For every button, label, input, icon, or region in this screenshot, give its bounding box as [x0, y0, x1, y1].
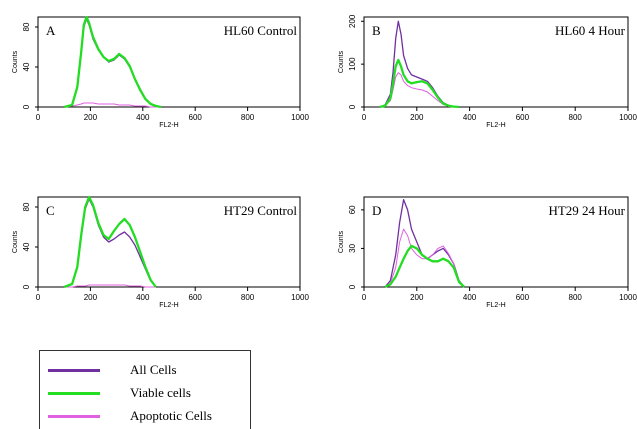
panel-b-x-tick-label-600: 600 — [516, 113, 530, 122]
panel-d-letter: D — [372, 203, 381, 218]
panel-d-x-tick-label-0: 0 — [362, 293, 367, 302]
panel-c-series-all-cells — [63, 198, 157, 288]
legend-label-apoptotic-cells: Apoptotic Cells — [130, 408, 212, 423]
panel-c-x-tick-label-200: 200 — [84, 293, 98, 302]
panel-a-y-tick-label-40: 40 — [22, 62, 31, 71]
legend-item-apoptotic-cells: Apoptotic Cells — [40, 407, 250, 425]
panel-a-plot-frame — [37, 16, 301, 108]
panel-d: 0 200 400 600 800 1000 FL2-H 0 30 60 Counts D HT29 2… — [338, 196, 637, 309]
panel-c-y-tick-label-80: 80 — [22, 202, 31, 211]
panel-a-x-tick-label-600: 600 — [189, 113, 203, 122]
panel-b-letter: B — [372, 23, 381, 38]
panel-c-x-axis-label: FL2-H — [159, 302, 178, 309]
panel-c: 0 200 400 600 800 1000 FL2-H 0 40 80 Counts C HT29 C… — [12, 195, 309, 309]
panel-c-x-tick-label-0: 0 — [36, 293, 41, 302]
legend: All Cells Viable cells Apoptotic Cells — [39, 350, 251, 429]
panel-c-y-tick-label-40: 40 — [22, 242, 31, 251]
panel-a: 0 200 400 600 800 1000 FL2-H 0 40 80 Counts A HL60 C… — [12, 15, 309, 129]
panel-b-x-tick-label-200: 200 — [410, 113, 424, 122]
panel-a-x-tick-label-200: 200 — [84, 113, 98, 122]
panel-a-series-all-cells — [64, 18, 162, 108]
panel-c-y-axis-label: Counts — [12, 230, 19, 253]
panel-b-y-tick-label-0: 0 — [348, 104, 357, 109]
legend-swatch-all-cells — [48, 369, 100, 372]
panel-c-title: HT29 Control — [224, 203, 298, 218]
panel-a-letter: A — [46, 23, 56, 38]
panel-a-x-tick-label-0: 0 — [36, 113, 41, 122]
panel-d-series-viable-cells — [384, 244, 466, 289]
panel-d-y-tick-label-60: 60 — [348, 205, 357, 214]
legend-item-all-cells: All Cells — [40, 361, 250, 379]
panel-a-x-axis-label: FL2-H — [159, 122, 178, 129]
panel-b-series-viable-cells — [379, 58, 460, 109]
legend-swatch-apoptotic-cells — [48, 415, 100, 418]
panel-d-y-axis-label: Counts — [338, 230, 345, 253]
panel-c-x-tick-label-600: 600 — [189, 293, 203, 302]
panel-d-title: HT29 24 Hour — [548, 203, 625, 218]
panel-c-letter: C — [46, 203, 55, 218]
panel-d-x-axis-label: FL2-H — [486, 302, 505, 309]
panel-d-plot-frame — [363, 196, 629, 288]
legend-swatch-viable-cells — [48, 392, 100, 395]
panel-b-y-tick-label-100: 100 — [348, 57, 357, 71]
panel-c-x-tick-label-400: 400 — [136, 293, 150, 302]
panel-b-x-tick-label-400: 400 — [463, 113, 477, 122]
panel-c-series-apoptotic-cells — [64, 284, 156, 288]
panel-d-x-tick-label-1000: 1000 — [619, 293, 637, 302]
panel-a-title: HL60 Control — [224, 23, 298, 38]
panel-b-x-axis-label: FL2-H — [486, 122, 505, 129]
panel-c-plot-frame — [37, 196, 301, 288]
panel-c-y-tick-label-0: 0 — [22, 284, 31, 289]
panel-a-x-tick-label-1000: 1000 — [291, 113, 309, 122]
panel-a-series-viable-cells — [63, 15, 162, 109]
panel-b-y-axis-label: Counts — [338, 50, 345, 73]
panel-a-y-tick-label-80: 80 — [22, 22, 31, 31]
panel-d-x-tick-label-400: 400 — [463, 293, 477, 302]
panel-c-x-tick-label-1000: 1000 — [291, 293, 309, 302]
legend-label-viable-cells: Viable cells — [130, 385, 191, 400]
panel-b: 0 200 400 600 800 1000 FL2-H 0 100 200 Counts B HL60… — [338, 14, 637, 129]
panel-b-x-tick-label-800: 800 — [569, 113, 583, 122]
panel-a-x-tick-label-800: 800 — [241, 113, 255, 122]
panel-b-y-tick-label-200: 200 — [348, 14, 357, 28]
panel-b-x-tick-label-0: 0 — [362, 113, 367, 122]
legend-label-all-cells: All Cells — [130, 362, 177, 377]
panel-d-x-tick-label-600: 600 — [516, 293, 530, 302]
panel-d-y-tick-label-0: 0 — [348, 284, 357, 289]
legend-item-viable-cells: Viable cells — [40, 384, 250, 402]
panel-d-x-tick-label-200: 200 — [410, 293, 424, 302]
panel-b-title: HL60 4 Hour — [555, 23, 626, 38]
panel-c-series-viable-cells — [63, 195, 157, 289]
panel-a-y-tick-label-0: 0 — [22, 104, 31, 109]
panel-c-x-tick-label-800: 800 — [241, 293, 255, 302]
panel-d-series-apoptotic-cells — [384, 228, 465, 288]
panel-a-x-tick-label-400: 400 — [136, 113, 150, 122]
panel-a-series-apoptotic-cells — [64, 102, 162, 108]
panel-d-y-tick-label-30: 30 — [348, 243, 357, 252]
panel-b-plot-frame — [363, 16, 629, 108]
panel-d-x-tick-label-800: 800 — [569, 293, 583, 302]
panel-b-x-tick-label-1000: 1000 — [619, 113, 637, 122]
panel-a-y-axis-label: Counts — [12, 50, 19, 73]
